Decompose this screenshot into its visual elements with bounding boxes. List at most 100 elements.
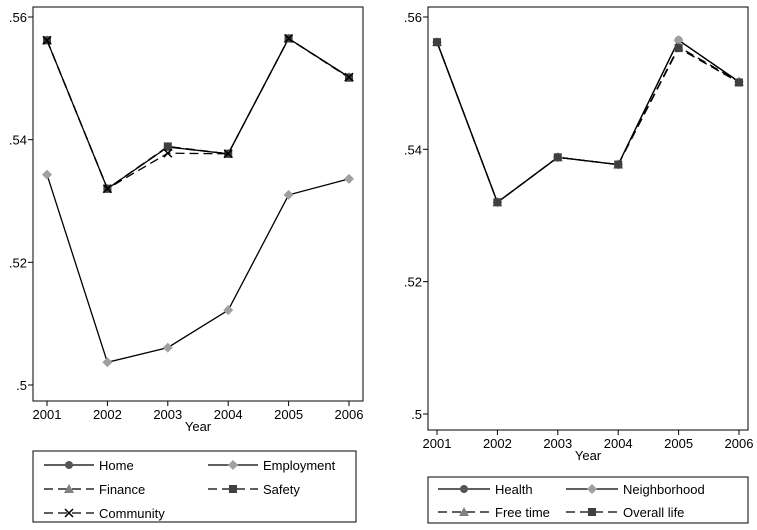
y-tick-label: .52 bbox=[9, 255, 27, 270]
legend-marker bbox=[229, 485, 237, 493]
x-tick-label: 2001 bbox=[423, 436, 452, 451]
legend-label: Safety bbox=[263, 482, 300, 497]
data-point bbox=[614, 160, 623, 169]
legend-label: Community bbox=[99, 506, 165, 521]
data-point-stroke-b bbox=[42, 35, 52, 45]
legend-label: Employment bbox=[263, 458, 336, 473]
data-point bbox=[344, 72, 354, 82]
data-point bbox=[223, 149, 233, 159]
data-point bbox=[493, 198, 502, 207]
legend-item: Community bbox=[44, 506, 165, 521]
legend-label: Overall life bbox=[623, 505, 684, 520]
y-tick-label: .52 bbox=[404, 275, 422, 290]
legend-marker bbox=[588, 508, 596, 516]
data-point bbox=[284, 33, 294, 43]
x-axis-label: Year bbox=[185, 419, 212, 434]
series-line bbox=[46, 37, 350, 190]
series-line bbox=[436, 39, 740, 204]
x-tick-label: 2004 bbox=[604, 436, 633, 451]
x-tick-label: 2002 bbox=[93, 407, 122, 422]
data-point bbox=[433, 38, 441, 47]
data-point bbox=[102, 184, 112, 194]
legend-label: Free time bbox=[495, 505, 550, 520]
legend-item: Safety bbox=[208, 482, 300, 497]
legend-item: Finance bbox=[44, 482, 145, 497]
legend-item: Free time bbox=[438, 505, 550, 520]
data-point bbox=[163, 148, 173, 158]
legend-marker bbox=[460, 485, 468, 493]
series-line bbox=[46, 37, 350, 190]
plot-frame bbox=[32, 6, 364, 402]
x-tick-label: 2005 bbox=[274, 407, 303, 422]
data-point bbox=[162, 342, 173, 353]
legend-item: Home bbox=[44, 458, 134, 473]
legend: Home Employment Finance Safety Community bbox=[32, 450, 357, 523]
x-tick-label: 2001 bbox=[33, 407, 62, 422]
x-tick-label: 2005 bbox=[664, 436, 693, 451]
legend-label: Finance bbox=[99, 482, 145, 497]
x-tick-label: 2006 bbox=[335, 407, 364, 422]
data-point bbox=[42, 169, 52, 180]
legend-marker bbox=[228, 460, 238, 470]
series-line bbox=[46, 37, 350, 190]
data-point bbox=[102, 357, 113, 368]
legend-label: Home bbox=[99, 458, 134, 473]
series-finance bbox=[42, 33, 354, 193]
series-free-time bbox=[432, 37, 744, 207]
y-tick-label: .54 bbox=[9, 133, 27, 148]
legend-marker bbox=[587, 484, 597, 494]
series-employment bbox=[42, 169, 354, 368]
series-overall-life bbox=[433, 38, 743, 207]
data-point bbox=[223, 305, 234, 316]
series-neighborhood bbox=[432, 35, 744, 208]
y-tick-label: .56 bbox=[9, 10, 27, 25]
legend-label: Health bbox=[495, 482, 533, 497]
series-health bbox=[433, 36, 743, 207]
legend-label: Neighborhood bbox=[623, 482, 705, 497]
data-point-stroke-b bbox=[284, 33, 294, 43]
series-line bbox=[46, 174, 350, 364]
series-line bbox=[436, 39, 740, 204]
data-point bbox=[553, 153, 562, 162]
legend-marker bbox=[64, 484, 74, 493]
data-point bbox=[42, 35, 52, 45]
data-point bbox=[163, 142, 172, 151]
x-tick-label: 2003 bbox=[153, 407, 182, 422]
legend-box bbox=[32, 450, 357, 523]
series-safety bbox=[43, 34, 353, 193]
x-tick-label: 2006 bbox=[725, 436, 754, 451]
data-point bbox=[344, 173, 354, 184]
right-panel: .5 .52 .54 .56 2001 2002 2003 2004 2005 2006 Year H… bbox=[404, 6, 754, 524]
legend-item: Neighborhood bbox=[566, 482, 705, 497]
data-point-stroke-b bbox=[102, 184, 112, 194]
y-tick-label: .56 bbox=[404, 10, 422, 25]
legend-box bbox=[427, 476, 749, 524]
y-tick-label: .5 bbox=[411, 407, 422, 422]
legend-item: Health bbox=[438, 482, 533, 497]
legend-item: Overall life bbox=[566, 505, 684, 520]
x-tick-label: 2003 bbox=[543, 436, 572, 451]
series-community bbox=[42, 33, 354, 194]
legend-item: Employment bbox=[208, 458, 336, 473]
x-tick-label: 2004 bbox=[214, 407, 243, 422]
legend-marker bbox=[459, 507, 469, 516]
data-point bbox=[673, 35, 684, 46]
series-home bbox=[43, 34, 353, 193]
x-axis-label: Year bbox=[575, 448, 602, 463]
x-tick-label: 2002 bbox=[483, 436, 512, 451]
left-panel: .5 .52 .54 .56 2001 2002 2003 2004 2005 2006 Year H… bbox=[9, 6, 364, 523]
series-line bbox=[46, 37, 350, 190]
series-line bbox=[436, 41, 740, 204]
data-point bbox=[735, 78, 743, 87]
plot-frame bbox=[427, 6, 749, 431]
legend-marker bbox=[65, 461, 73, 469]
data-point-stroke-b bbox=[163, 148, 173, 158]
legend-marker-stroke-b bbox=[64, 508, 74, 518]
y-tick-label: .54 bbox=[404, 142, 422, 157]
data-point-stroke-b bbox=[223, 149, 233, 159]
data-point-stroke-b bbox=[344, 72, 354, 82]
data-point bbox=[283, 189, 294, 200]
y-tick-label: .5 bbox=[16, 378, 27, 393]
legend-marker bbox=[64, 508, 74, 518]
